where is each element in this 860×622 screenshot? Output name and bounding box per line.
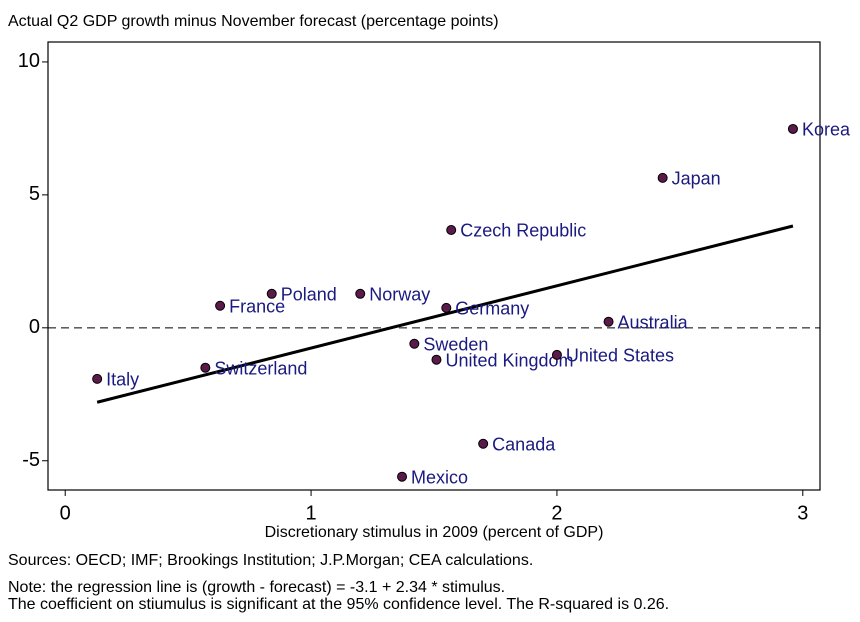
source-note: Sources: OECD; IMF; Brookings Institutio… (8, 552, 533, 569)
point-label: Norway (369, 285, 430, 305)
y-tick-label: -5 (22, 449, 40, 471)
point-label: Sweden (423, 335, 488, 355)
x-tick-label: 2 (551, 502, 562, 524)
plot-frame (47, 41, 821, 491)
point-label: Italy (106, 370, 139, 390)
regression-line (96, 224, 794, 404)
data-point (215, 300, 226, 311)
y-tick-label: 5 (29, 183, 40, 205)
y-tick-label: 0 (29, 316, 40, 338)
x-tick-label: 3 (797, 502, 808, 524)
chart-title: Actual Q2 GDP growth minus November fore… (8, 13, 499, 30)
point-label: United Kingdom (445, 350, 573, 370)
point-label: United States (566, 346, 674, 366)
point-label: Poland (281, 285, 337, 305)
point-label: France (229, 296, 285, 316)
data-point (355, 288, 366, 299)
point-label: Japan (672, 169, 721, 189)
data-point (657, 172, 668, 183)
data-point (409, 338, 420, 349)
x-tick-label: 0 (60, 502, 71, 524)
x-tick-label: 1 (306, 502, 317, 524)
data-point (551, 349, 562, 360)
x-axis-label: Discretionary stimulus in 2009 (percent … (265, 524, 604, 541)
point-label: Australia (618, 312, 689, 332)
data-point (441, 302, 452, 313)
y-tick-label: 10 (18, 50, 40, 72)
data-point (92, 373, 103, 384)
data-point (787, 123, 798, 134)
data-point (266, 288, 277, 299)
data-point (397, 471, 408, 482)
note: The coefficient on stiumulus is signific… (8, 596, 669, 613)
data-point (431, 354, 442, 365)
note: Note: the regression line is (growth - f… (8, 579, 505, 596)
point-label: Germany (455, 299, 529, 319)
point-label: Czech Republic (460, 221, 586, 241)
point-label: Canada (492, 434, 556, 454)
data-point (446, 224, 457, 235)
point-label: Mexico (411, 467, 468, 487)
data-point (200, 362, 211, 373)
data-point (603, 316, 614, 327)
data-point (478, 438, 489, 449)
point-label: Switzerland (214, 358, 307, 378)
point-label: Korea (802, 120, 851, 140)
